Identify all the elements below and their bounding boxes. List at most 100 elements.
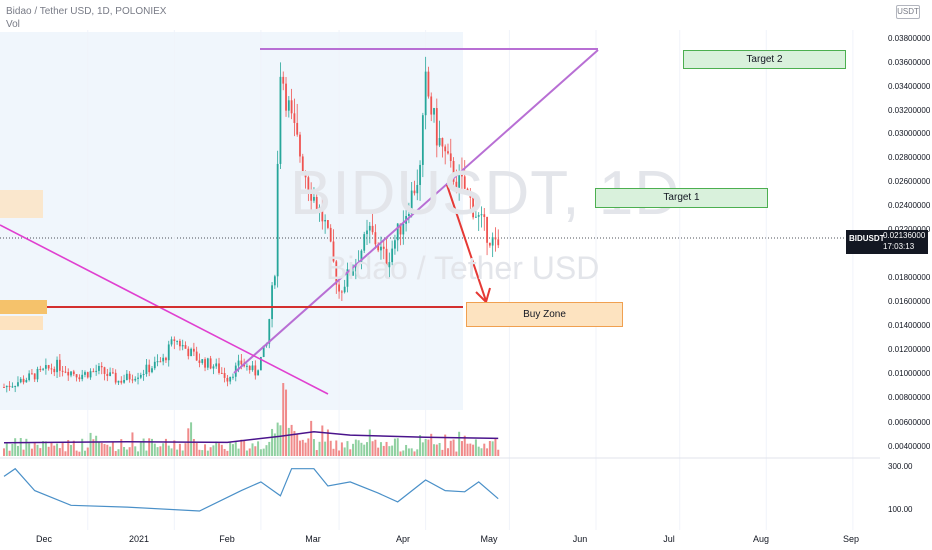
candle-body [324,220,327,222]
candle-body [109,372,112,376]
candle-body [246,365,248,367]
x-tick-label: 2021 [128,534,150,544]
candle-body [58,359,61,371]
chart-title: Bidao / Tether USD, 1D, POLONIEX [6,6,167,17]
target-1-label: Target 1 [663,192,700,203]
candle-body [444,146,447,152]
candle-body [190,348,192,357]
candle-body [410,190,413,215]
volume-bar [346,441,349,456]
target-2-box[interactable]: Target 2 [683,50,846,69]
candle-body [327,220,329,228]
downtrend-line[interactable] [0,224,329,395]
projection-arrow-line[interactable] [446,184,487,302]
candle-body [304,172,307,178]
candle-body [338,284,340,292]
volume-bar [150,438,153,456]
candle-body [466,188,469,192]
volume-bar [114,451,117,456]
volume-bar [145,450,148,456]
volume-bar [402,450,405,456]
triangle-rising-line[interactable] [233,49,599,374]
candle-body [329,227,332,242]
volume-bar [483,443,486,456]
currency-button[interactable]: USDT [896,5,920,19]
volume-bar [301,439,304,456]
volume-bar [391,445,394,456]
volume-bar [234,441,237,456]
y-tick-label: 0.01000000 [888,369,931,378]
volume-bar [125,449,128,456]
volume-bar [184,443,187,456]
volume-bar [259,449,262,456]
volume-bar [229,441,232,456]
volume-bar [374,439,377,456]
candle-body [125,373,128,380]
candle-body [165,357,167,361]
candle-body [187,348,190,357]
volume-bar [109,446,112,456]
candle-body [114,372,117,383]
volume-bar [16,445,19,456]
buy-zone-box[interactable]: Buy Zone [466,302,623,327]
candle-body [491,237,494,246]
candle-body [354,263,357,272]
volume-bar [287,427,290,456]
volume-bar [433,444,436,456]
candle-body [61,370,64,372]
volume-bar [321,425,324,456]
candle-body [142,374,145,376]
volume-bar [407,448,410,456]
x-tick-label: Jun [572,534,588,544]
watermark-name: Bidao / Tether USD [326,250,600,286]
volume-bar [14,438,17,456]
candles [3,56,500,393]
x-tick-label: Feb [219,534,235,544]
candle-body [64,371,67,373]
volume-bar [488,441,491,456]
candle-body [259,356,262,371]
volume-bar [360,442,363,456]
candle-body [368,225,371,231]
candle-body [106,373,109,376]
volume-bar [195,442,198,456]
y-tick-label: 0.03600000 [888,58,931,67]
candle-body [421,115,424,165]
volume-bar [248,448,251,456]
volume-bar [30,448,33,456]
candle-body [271,285,273,320]
volume-bar [435,444,438,456]
target-1-box[interactable]: Target 1 [595,188,768,208]
volume-bar [385,441,388,456]
volume-bar [466,443,469,456]
volume-bar [42,441,45,456]
volume-bar [405,444,408,456]
candle-body [145,364,148,375]
volume-bar [19,438,22,456]
candle-body [447,151,449,154]
candle-body [416,184,419,194]
volume-bar [393,438,396,456]
volume-bar [167,445,170,456]
volume-bar [326,429,329,456]
candle-body [343,286,346,293]
volume-bar [477,446,480,456]
candle-body [282,76,285,84]
volume-bar [413,451,416,456]
volume-bar [338,450,341,456]
volume-bar [212,445,215,456]
volume-bar [424,438,427,456]
candle-body [240,360,243,365]
candle-body [31,373,33,375]
volume-bar [173,440,176,456]
candle-body [120,380,123,383]
candle-body [206,358,209,368]
volume-bar [421,442,424,456]
candle-body [148,364,151,373]
x-tick-label: Mar [305,534,321,544]
candle-body [25,379,28,383]
candle-body [204,359,206,368]
y-tick-label: 0.02400000 [888,201,931,210]
volume-bar [36,444,39,456]
